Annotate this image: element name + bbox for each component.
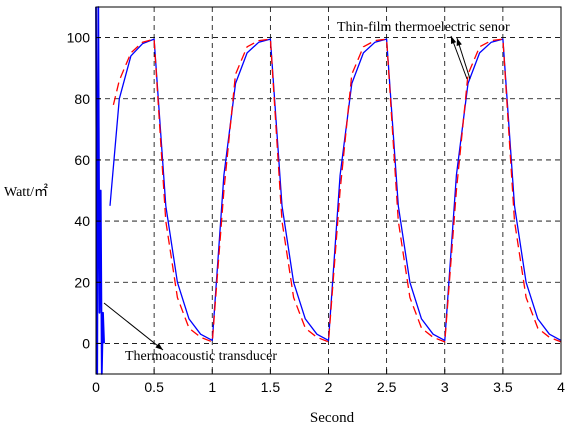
x-axis-label: Second xyxy=(310,410,355,426)
x-tick-label: 1.5 xyxy=(261,379,281,395)
x-tick-label: 4 xyxy=(557,379,565,395)
x-tick-label: 0 xyxy=(92,379,100,395)
x-tick-label: 1 xyxy=(208,379,216,395)
y-tick-label: 80 xyxy=(74,91,90,107)
annotation-thermoacoustic-transducer: Thermoacoustic transducer xyxy=(125,349,277,364)
annotation-thin-film-sensor: Thin-film thermoelectric senor xyxy=(337,20,510,35)
plot-series xyxy=(95,6,562,375)
series-blue-line xyxy=(109,38,562,342)
y-tick-label: 0 xyxy=(82,335,90,351)
y-tick-label: 60 xyxy=(74,152,90,168)
y-tick-label: 100 xyxy=(67,30,91,46)
x-tick-label: 3.5 xyxy=(493,379,513,395)
y-tick-label: 20 xyxy=(74,274,90,290)
x-tick-label: 3 xyxy=(441,379,449,395)
annotation-arrow-thin-film-2-head xyxy=(456,38,462,46)
annotation-arrow-transducer-head xyxy=(155,343,163,350)
y-tick-label: 40 xyxy=(74,213,90,229)
annotation-arrow-thin-film-head xyxy=(451,36,457,44)
grid-lines xyxy=(96,7,561,374)
annotation-arrow-thin-film xyxy=(450,35,468,80)
x-tick-label: 0.5 xyxy=(144,379,164,395)
x-tick-label: 2 xyxy=(325,379,333,395)
y-axis-label: Watt/㎡ xyxy=(4,184,48,200)
x-tick-label: 2.5 xyxy=(377,379,397,395)
series-red-dashed-line xyxy=(112,38,562,343)
series-blue-spikes xyxy=(95,6,105,375)
annotation-arrow-transducer xyxy=(103,302,164,351)
